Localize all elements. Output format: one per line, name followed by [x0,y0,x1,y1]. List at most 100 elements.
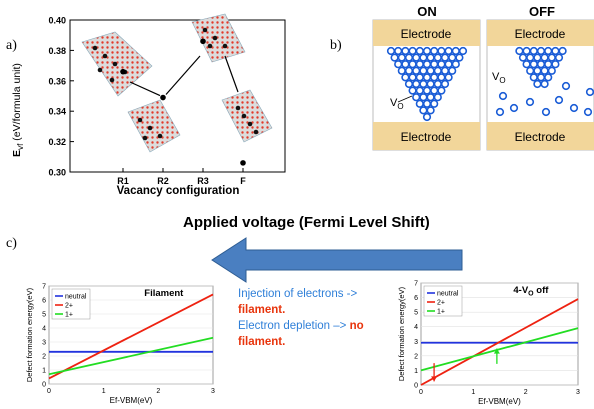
data-point-r1 [120,68,126,75]
y-tick-label: 7 [414,281,418,288]
crystal-structure-r2 [127,99,181,153]
vacancy-circle [430,99,439,108]
on-vacancy-pointer [397,95,413,103]
vacancy-circle [547,66,556,75]
vacancy-circle [585,87,594,97]
legend: neutral 2+ 1+ [423,285,463,317]
on-top-electrode-label: Electrode [401,27,452,41]
y-tick-label: 3 [414,339,418,346]
on-filament [386,46,468,122]
vacancy-circle [583,107,593,117]
vacancy-circle [540,79,549,89]
x-tick-label: R3 [197,176,209,186]
green-arrow-head [493,348,500,354]
off-top-electrode-label: Electrode [515,27,566,41]
vacancy-circle [437,86,446,95]
x-tick-label: 2 [156,388,160,395]
legend-label: 1+ [437,309,445,316]
vacancy-circle [541,107,551,117]
y-tick-label: 0 [414,383,418,390]
vacancy-circle [444,73,453,82]
chart-a-ticks: 0.30 0.32 0.34 0.36 0.38 0.40 R1 R2 R3 F [48,16,246,187]
y-tick-label: 0.30 [48,168,66,178]
series-line-1plus [48,336,214,376]
chart-title: Filament [144,288,184,299]
y-axis-label: Defect formation energy(eV) [397,286,406,381]
left-arrow-shape [211,237,463,283]
y-tick-label: 0.36 [48,76,66,86]
crystal-structure-f [221,89,273,143]
connector-r3 [165,55,201,95]
panel-label-b: b) [330,38,342,53]
y-tick-label: 6 [414,295,418,302]
off-bottom-electrode [487,122,594,150]
y-tick-label: 6 [42,298,46,305]
x-tick-label: 0 [47,388,51,395]
connector-f [224,55,239,93]
x-tick-label: F [240,176,246,186]
series-line-1plus [420,327,579,372]
series-line-2plus [48,293,214,380]
x-tick-label: R2 [157,176,169,186]
vo-off-chart: 0 1 2 3 4 5 6 7 0 1 2 3 neutral 2+ 1+ 4-VO off Ef-VBM(eV… [397,281,580,407]
data-point-r3 [200,38,206,45]
vacancy-circle [554,95,564,105]
legend-label: 2+ [437,300,445,307]
y-tick-label: 1 [42,368,46,375]
y-tick-label: 7 [42,284,46,291]
caption-line-1: Injection of electrons -> [238,288,358,300]
y-tick-label: 0.34 [48,107,66,117]
off-bottom-electrode-label: Electrode [515,130,566,144]
vacancy-circle [426,106,435,115]
legend-label: neutral [437,291,459,298]
caption-line-4: filament. [238,336,286,348]
vacancy-circle [525,97,535,107]
x-axis-label: Ef-VBM(eV) [110,396,153,405]
vacancy-circle [451,60,460,69]
panel-label-c: c) [6,236,17,251]
x-tick-label: 0 [419,389,423,396]
on-label: ON [417,4,437,19]
series-line-2plus [420,298,579,386]
off-vacancy-label: VO [492,71,506,85]
chart-a-points [120,38,246,166]
vacancy-circle [554,53,564,62]
y-tick-label: 0.40 [48,16,66,26]
filament-chart: 0 1 2 3 4 5 6 7 0 1 2 3 neutral 2+ 1+ Filament Ef-VBM(eV… [25,284,215,406]
y-tick-label: 5 [42,312,46,319]
y-tick-label: 0.32 [48,137,66,147]
vacancy-circle [558,46,567,56]
legend-label: 2+ [65,303,73,310]
off-filament [495,46,594,117]
chart-a-y-label: Evf(eV/formula unit) [11,63,25,157]
panel-label-a: a) [6,38,17,53]
x-tick-label: 1 [471,389,475,396]
red-arrow-head [431,376,438,382]
vacancy-circle [458,46,468,56]
chart-a-connectors [129,55,239,97]
vacancy-circle [440,79,450,89]
panel-c-caption: Injection of electrons -> filament. Elec… [238,286,398,350]
chart-a-x-label: Vacancy configuration [117,185,240,197]
y-tick-label: 2 [42,354,46,361]
caption-line-2: filament. [238,304,286,316]
vacancy-circle [448,66,457,75]
off-top-electrode [487,20,594,46]
on-top-electrode [373,20,480,46]
crystal-structure-r1 [81,31,153,97]
vacancy-circle [551,60,560,69]
y-tick-label: 0 [42,382,46,389]
y-tick-label: 3 [42,340,46,347]
vacancy-circle [509,103,519,113]
vacancy-circle [422,112,432,122]
x-tick-label: 3 [211,388,215,395]
legend-label: 1+ [65,312,73,319]
off-label: OFF [529,4,555,19]
y-tick-label: 4 [42,326,46,333]
chart-title: 4-VO off [513,285,549,298]
x-tick-label: R1 [117,176,129,186]
y-tick-label: 4 [414,324,418,331]
